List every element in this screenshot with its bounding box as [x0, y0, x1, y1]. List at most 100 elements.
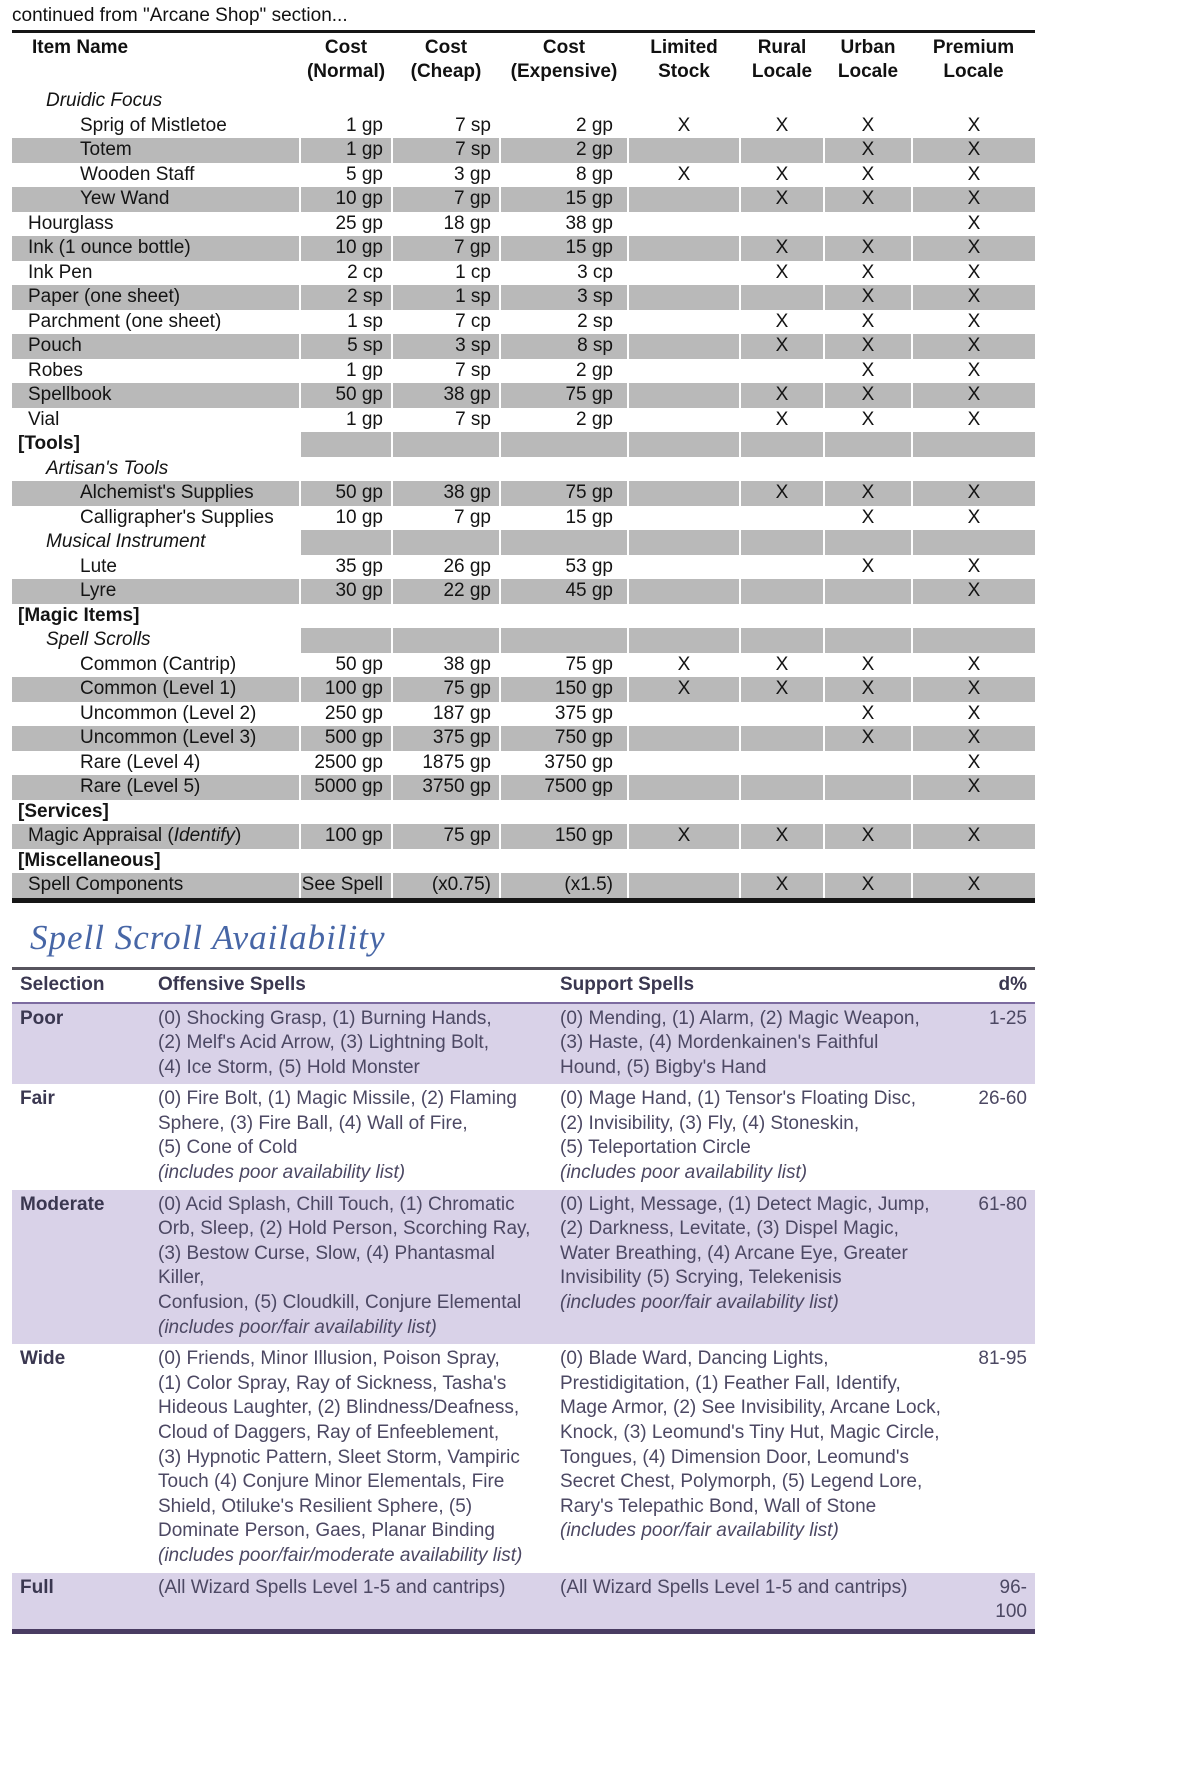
d-percent-cell: 26-60	[978, 1088, 1027, 1110]
rural-locale-cell: X	[739, 383, 824, 408]
limited-stock-cell	[627, 530, 740, 555]
item-name-cell: Spell Scrolls	[12, 628, 300, 653]
availability-includes-note: (includes poor/fair/moderate availabilit…	[158, 1544, 523, 1566]
spell-list: (All Wizard Spells Level 1-5 and cantrip…	[560, 1576, 908, 1598]
cost-normal-cell: 1 sp	[299, 309, 392, 334]
shop-table-row: Paper (one sheet) 2 sp 1 sp 3 sp X X	[12, 285, 1035, 310]
urban-locale-cell	[823, 799, 912, 824]
cost-expensive-cell	[499, 603, 628, 628]
item-name-cell: Uncommon (Level 3)	[12, 726, 300, 751]
cost-expensive-cell: 3 cp	[499, 260, 628, 285]
cost-cheap-cell	[391, 432, 500, 457]
cost-normal-cell: 1 gp	[299, 113, 392, 138]
item-name-cell: Robes	[28, 359, 83, 381]
limited-stock-cell: X	[627, 824, 740, 849]
cost-expensive-cell: 45 gp	[499, 579, 628, 604]
urban-locale-cell	[823, 848, 912, 873]
rural-locale-cell	[739, 89, 824, 114]
rural-locale-cell	[739, 530, 824, 555]
cost-expensive-cell: 3750 gp	[499, 750, 628, 775]
shop-table-row: Lute 35 gp 26 gp 53 gp X X	[12, 554, 1035, 579]
urban-locale-cell: X	[823, 138, 912, 163]
shop-table-row: [Tools]	[12, 432, 1035, 457]
cost-normal-cell: 50 gp	[299, 652, 392, 677]
shop-table-row: Pouch 5 sp 3 sp 8 sp X X X	[12, 334, 1035, 359]
item-name-cell: Lute	[80, 555, 117, 577]
premium-locale-cell: X	[911, 873, 1035, 903]
shop-table-row: Druidic Focus	[12, 89, 1035, 114]
spell-list: (0) Fire Bolt, (1) Magic Missile, (2) Fl…	[158, 1088, 517, 1159]
limited-stock-cell: X	[627, 113, 740, 138]
item-name-cell: [Tools]	[12, 432, 300, 457]
cost-cheap-cell: 7 sp	[391, 407, 500, 432]
cost-normal-cell	[299, 628, 392, 653]
rural-locale-cell: X	[739, 873, 824, 903]
cost-normal-cell: 5 gp	[299, 162, 392, 187]
premium-locale-cell: X	[911, 309, 1035, 334]
offensive-spells-cell: (0) Shocking Grasp, (1) Burning Hands, (…	[150, 1002, 552, 1085]
urban-locale-cell: X	[823, 407, 912, 432]
spell-list: (0) Blade Ward, Dancing Lights, Prestidi…	[560, 1348, 941, 1517]
shop-table-row: Lyre 30 gp 22 gp 45 gp X	[12, 579, 1035, 604]
cost-expensive-cell: 150 gp	[499, 677, 628, 702]
col-header-selection: Selection	[12, 966, 150, 1004]
cost-normal-cell	[299, 848, 392, 873]
limited-stock-cell	[627, 775, 740, 800]
cost-expensive-cell	[499, 799, 628, 824]
shop-table-row: Uncommon (Level 3) 500 gp 375 gp 750 gp X X	[12, 726, 1035, 751]
premium-locale-cell	[911, 628, 1035, 653]
rural-locale-cell: X	[739, 260, 824, 285]
rural-locale-cell: X	[739, 334, 824, 359]
cost-normal-cell: 2500 gp	[299, 750, 392, 775]
item-name-cell: Ink Pen	[28, 261, 93, 283]
limited-stock-cell	[627, 138, 740, 163]
limited-stock-cell	[627, 848, 740, 873]
limited-stock-cell	[627, 628, 740, 653]
limited-stock-cell: X	[627, 652, 740, 677]
document-page: continued from "Arcane Shop" section... …	[12, 5, 1035, 1634]
cost-cheap-cell	[391, 848, 500, 873]
cost-normal-cell: 10 gp	[299, 505, 392, 530]
limited-stock-cell	[627, 358, 740, 383]
support-spells-cell: (0) Light, Message, (1) Detect Magic, Ju…	[552, 1189, 955, 1345]
shop-table-row: Parchment (one sheet) 1 sp 7 cp 2 sp X X X	[12, 309, 1035, 334]
shop-table-row: Alchemist's Supplies 50 gp 38 gp 75 gp X X X	[12, 481, 1035, 506]
premium-locale-cell: X	[911, 138, 1035, 163]
rural-locale-cell: X	[739, 677, 824, 702]
cost-cheap-cell	[391, 89, 500, 114]
cost-cheap-cell: 1 cp	[391, 260, 500, 285]
spell-scroll-availability-table: Selection Offensive Spells Support Spell…	[12, 966, 1035, 1634]
premium-locale-cell: X	[911, 260, 1035, 285]
shop-table-row: Hourglass 25 gp 18 gp 38 gp X	[12, 211, 1035, 236]
cost-cheap-cell: 3750 gp	[391, 775, 500, 800]
premium-locale-cell	[911, 799, 1035, 824]
cost-cheap-cell	[391, 628, 500, 653]
shop-table-row: [Miscellaneous]	[12, 848, 1035, 873]
limited-stock-cell	[627, 554, 740, 579]
shop-table-row: Spellbook 50 gp 38 gp 75 gp X X X	[12, 383, 1035, 408]
cost-normal-cell: 30 gp	[299, 579, 392, 604]
item-name-cell: [Magic Items]	[18, 604, 140, 626]
availability-includes-note: (includes poor/fair availability list)	[560, 1292, 839, 1314]
col-header-urban-locale: Urban Locale	[837, 37, 899, 82]
cost-normal-cell: 2 sp	[299, 285, 392, 310]
support-spells-cell: (0) Mending, (1) Alarm, (2) Magic Weapon…	[552, 1002, 955, 1085]
limited-stock-cell: X	[627, 677, 740, 702]
col-header-offensive-spells: Offensive Spells	[150, 966, 552, 1004]
selection-cell: Poor	[12, 1002, 150, 1085]
cost-expensive-cell: 2 sp	[499, 309, 628, 334]
cost-expensive-cell: 75 gp	[499, 383, 628, 408]
availability-row: Moderate (0) Acid Splash, Chill Touch, (1…	[12, 1189, 1035, 1345]
shop-table-row: Rare (Level 5) 5000 gp 3750 gp 7500 gp X	[12, 775, 1035, 800]
shop-table-row: [Magic Items]	[12, 603, 1035, 628]
urban-locale-cell	[823, 432, 912, 457]
cost-expensive-cell: 15 gp	[499, 187, 628, 212]
limited-stock-cell	[627, 456, 740, 481]
cost-cheap-cell: 7 sp	[391, 113, 500, 138]
cost-cheap-cell: 38 gp	[391, 652, 500, 677]
spell-list: (0) Friends, Minor Illusion, Poison Spra…	[158, 1348, 520, 1542]
availability-row: Full (All Wizard Spells Level 1-5 and can…	[12, 1572, 1035, 1634]
premium-locale-cell: X	[911, 726, 1035, 751]
item-name-cell: Parchment (one sheet)	[28, 310, 222, 332]
cost-normal-cell: 5000 gp	[299, 775, 392, 800]
